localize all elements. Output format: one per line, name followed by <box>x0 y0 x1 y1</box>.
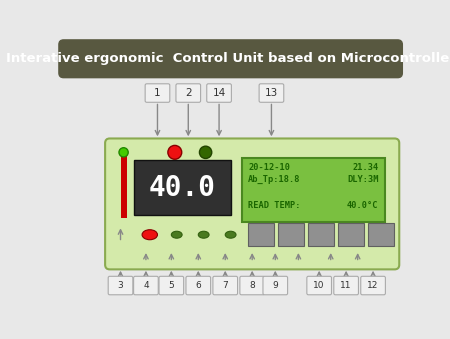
Ellipse shape <box>171 231 182 238</box>
Text: DLY:3M: DLY:3M <box>347 175 378 184</box>
Text: 13: 13 <box>265 88 278 98</box>
Circle shape <box>199 146 212 159</box>
FancyBboxPatch shape <box>105 138 399 270</box>
FancyBboxPatch shape <box>108 276 133 295</box>
Text: 1: 1 <box>154 88 161 98</box>
Text: 4: 4 <box>143 281 149 290</box>
Text: 9: 9 <box>272 281 278 290</box>
Text: 40.0: 40.0 <box>149 174 216 202</box>
FancyBboxPatch shape <box>334 276 359 295</box>
FancyBboxPatch shape <box>263 276 288 295</box>
Bar <box>248 223 274 246</box>
Ellipse shape <box>198 231 209 238</box>
Text: 11: 11 <box>340 281 352 290</box>
FancyBboxPatch shape <box>186 276 211 295</box>
Text: Ab_Tp:18.8: Ab_Tp:18.8 <box>248 175 301 184</box>
Text: 5: 5 <box>168 281 174 290</box>
Text: 8: 8 <box>249 281 255 290</box>
FancyBboxPatch shape <box>307 276 332 295</box>
Text: 2: 2 <box>185 88 192 98</box>
FancyBboxPatch shape <box>213 276 238 295</box>
FancyBboxPatch shape <box>134 276 158 295</box>
Text: 14: 14 <box>212 88 226 98</box>
Text: 3: 3 <box>117 281 123 290</box>
Bar <box>369 223 394 246</box>
Text: 20-12-10: 20-12-10 <box>248 163 290 172</box>
Text: READ TEMP:: READ TEMP: <box>248 201 301 210</box>
Circle shape <box>119 148 128 157</box>
Text: 10: 10 <box>313 281 325 290</box>
FancyBboxPatch shape <box>59 40 402 78</box>
FancyBboxPatch shape <box>159 276 184 295</box>
Ellipse shape <box>225 231 236 238</box>
Bar <box>135 160 230 216</box>
FancyBboxPatch shape <box>145 84 170 102</box>
Text: 6: 6 <box>195 281 201 290</box>
FancyBboxPatch shape <box>240 276 265 295</box>
Text: 40.0°C: 40.0°C <box>347 201 378 210</box>
FancyBboxPatch shape <box>207 84 231 102</box>
Text: 21.34: 21.34 <box>352 163 378 172</box>
Circle shape <box>168 145 182 159</box>
FancyBboxPatch shape <box>259 84 284 102</box>
Ellipse shape <box>142 230 157 240</box>
Bar <box>338 223 364 246</box>
Bar <box>242 158 385 222</box>
FancyBboxPatch shape <box>176 84 201 102</box>
Text: 12: 12 <box>367 281 379 290</box>
Text: 7: 7 <box>222 281 228 290</box>
Bar <box>308 223 334 246</box>
FancyBboxPatch shape <box>361 276 385 295</box>
Bar <box>121 156 127 218</box>
Text: Interative ergonomic  Control Unit based on Microcontroller: Interative ergonomic Control Unit based … <box>6 52 450 65</box>
Bar <box>279 223 304 246</box>
